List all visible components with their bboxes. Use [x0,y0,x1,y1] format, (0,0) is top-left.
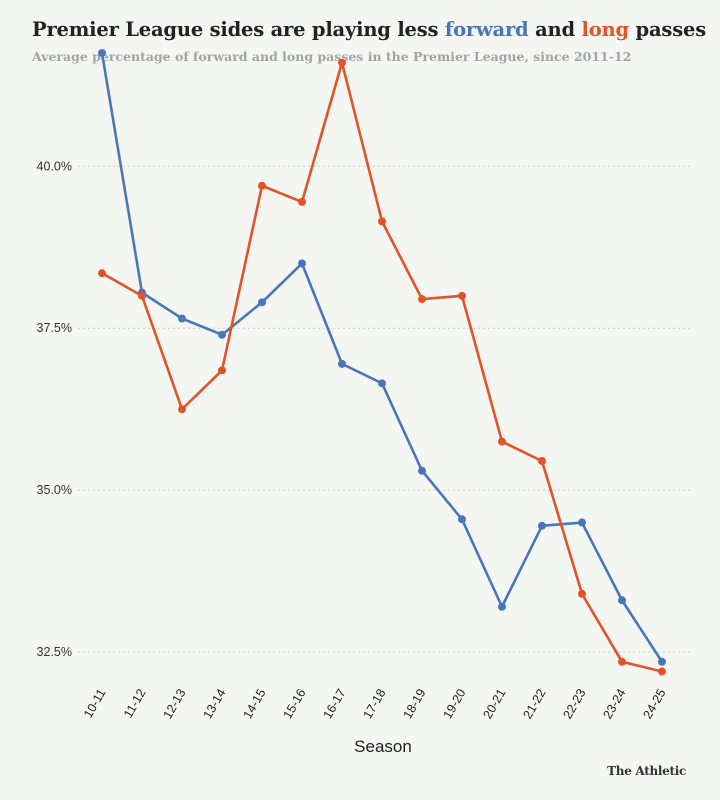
x-tick-label: 19-20 [440,686,468,721]
title-suffix: passes [628,18,707,41]
forward-point [538,521,546,530]
title-long-highlight: long [581,18,630,41]
forward-point [258,298,266,307]
long-point [658,667,666,676]
long-point [378,217,386,226]
title-and: and [528,18,582,41]
series-lines [98,48,666,676]
the-athletic-logo: The Athletic [607,764,686,778]
x-tick-label: 23-24 [600,686,628,721]
forward-point [338,359,346,368]
forward-point [218,330,226,339]
x-axis-ticks: 10-11 11-12 12-13 13-14 14-15 15-16 16-17 17-18… [81,686,669,721]
chart-subtitle: Average percentage of forward and long p… [32,49,632,64]
chart-title: Premier League sides are playing less fo… [32,18,706,41]
long-point [578,589,586,598]
x-tick-label: 12-13 [160,686,188,721]
forward-point [418,466,426,475]
long-point [618,657,626,666]
long-point [178,405,186,414]
y-tick-label: 37.5% [37,321,72,335]
long-point [218,366,226,375]
forward-point [178,314,186,323]
long-point [538,457,546,466]
x-tick-label: 17-18 [360,686,388,721]
x-tick-label: 18-19 [400,686,428,721]
x-tick-label: 13-14 [200,686,228,721]
x-tick-label: 21-22 [520,686,548,721]
long-point [258,181,266,190]
forward-point [498,602,506,611]
long-point [338,58,346,67]
long-point [418,295,426,304]
x-tick-label: 11-12 [121,686,149,720]
grid-lines [78,165,690,653]
forward-point [658,657,666,666]
title-forward-highlight: forward [444,18,529,41]
long-point [98,269,106,278]
long-line [100,61,664,673]
forward-line [100,51,664,664]
x-axis-label: Season [354,737,412,756]
y-tick-label: 35.0% [37,483,72,497]
x-tick-label: 24-25 [640,686,668,721]
long-point [458,291,466,300]
forward-point [458,515,466,524]
x-tick-label: 22-23 [560,686,588,721]
y-axis-ticks: 32.5% 35.0% 37.5% 40.0% [37,159,72,659]
x-tick-label: 15-16 [280,686,308,721]
long-point [298,197,306,206]
y-tick-label: 32.5% [37,645,72,659]
series-long [98,58,666,676]
x-tick-label: 20-21 [480,686,508,721]
series-forward [98,48,666,666]
y-tick-label: 40.0% [37,159,72,173]
long-point [498,437,506,446]
long-point [138,291,146,300]
x-tick-label: 14-15 [240,686,268,721]
title-prefix: Premier League sides are playing less [32,18,445,41]
x-tick-label: 16-17 [320,686,348,721]
forward-point [298,259,306,268]
forward-point [98,48,106,57]
x-tick-label: 10-11 [81,686,109,720]
forward-point [578,518,586,527]
forward-point [618,596,626,605]
forward-point [378,379,386,388]
